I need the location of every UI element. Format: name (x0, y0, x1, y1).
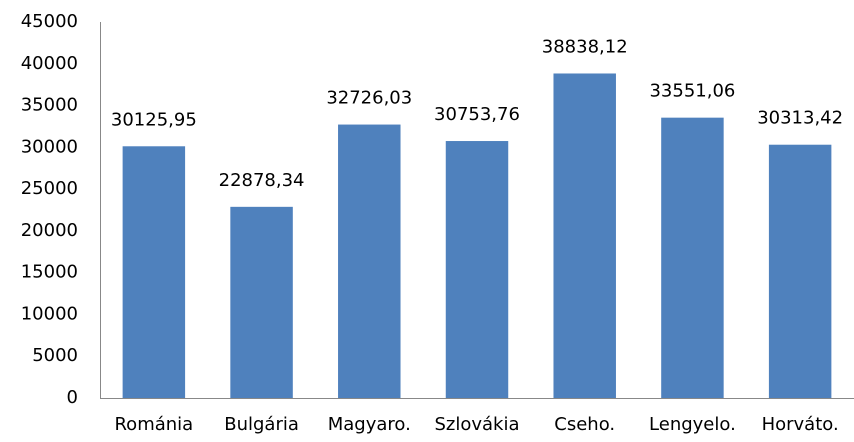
y-tick-label: 40000 (21, 53, 78, 74)
y-tick-label: 30000 (21, 136, 78, 157)
y-tick-label: 45000 (21, 11, 78, 32)
x-tick-label: Bulgária (224, 414, 299, 435)
data-label: 32726,03 (326, 88, 412, 109)
bar (338, 124, 401, 398)
y-tick-label: 35000 (21, 95, 78, 116)
x-tick-label: Szlovákia (434, 414, 519, 435)
x-tick-label: Románia (114, 414, 193, 435)
bar (230, 206, 293, 398)
bar (445, 141, 509, 398)
bar (768, 144, 832, 398)
data-label: 33551,06 (649, 81, 735, 102)
data-label: 30753,76 (434, 104, 520, 125)
y-tick-label: 10000 (21, 303, 78, 324)
bar (122, 146, 186, 398)
y-tick-label: 0 (67, 387, 78, 408)
y-tick-label: 15000 (21, 262, 78, 283)
x-tick-label: Lengyelo. (649, 414, 736, 435)
x-tick-label: Horváto. (762, 414, 839, 435)
y-tick-label: 20000 (21, 220, 78, 241)
bar (661, 117, 724, 398)
data-label: 22878,34 (219, 170, 305, 191)
data-label: 30313,42 (757, 108, 843, 129)
y-tick-label: 5000 (32, 345, 78, 366)
y-tick-label: 25000 (21, 178, 78, 199)
data-label: 38838,12 (542, 36, 628, 57)
x-tick-label: Cseho. (554, 414, 615, 435)
data-label: 30125,95 (111, 109, 197, 130)
bar (553, 73, 616, 398)
x-tick-label: Magyaro. (328, 414, 411, 435)
